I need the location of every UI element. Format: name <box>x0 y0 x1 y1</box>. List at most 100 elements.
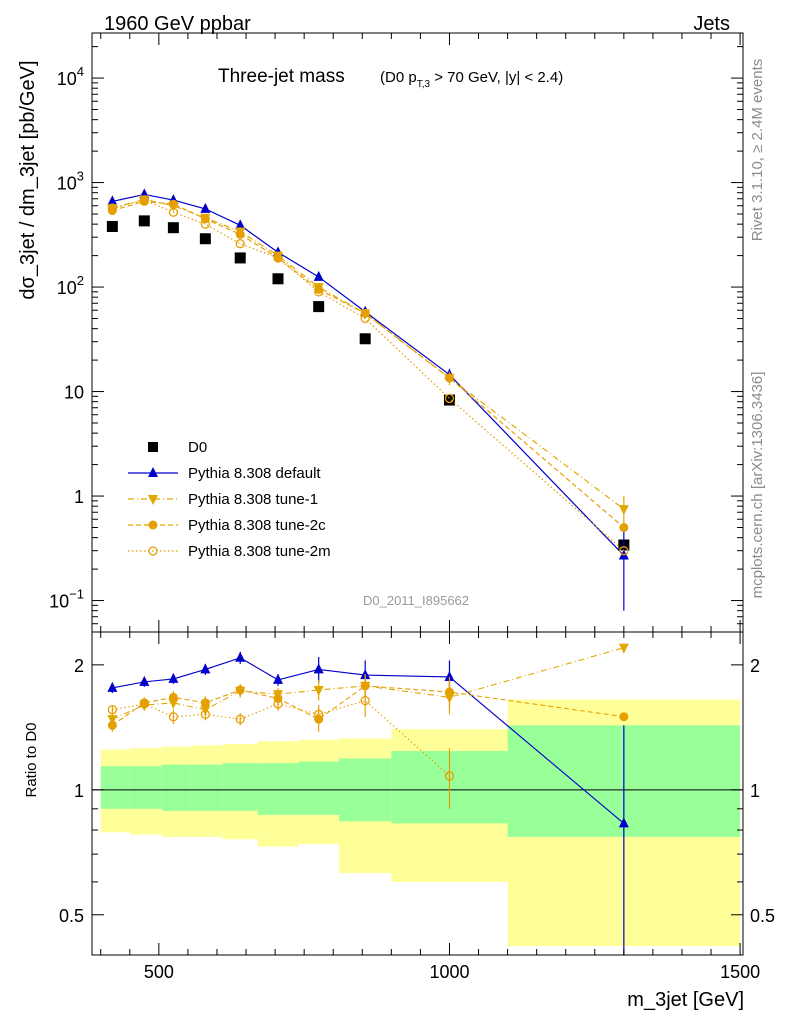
inner-uncertainty-band <box>298 761 340 815</box>
chart-title: Three-jet mass <box>218 66 345 87</box>
marker-circle-filled <box>200 698 210 708</box>
marker-circle-open <box>107 203 117 213</box>
legend: D0 Pythia 8.308 default Pythia 8.308 tune-… <box>128 439 331 560</box>
chart-subtitle: (D0 pT,3 > 70 GeV, |y| < 2.4) <box>380 69 563 90</box>
marker-triangle-up <box>107 681 118 692</box>
series-line <box>112 199 625 552</box>
x-tick-label: 1000 <box>429 962 469 982</box>
subtitle-subscript: T,3 <box>417 79 431 90</box>
series-pythia-8-308-tune-2m <box>107 195 629 556</box>
tick-exponent: −1 <box>69 587 84 602</box>
tick-base: 10 <box>57 69 77 89</box>
legend-label: Pythia 8.308 tune-2m <box>188 543 331 560</box>
data-marker-square <box>148 442 158 452</box>
marker-circle-open <box>139 699 149 709</box>
main-y-tick-label: 10−1 <box>49 587 84 612</box>
marker-circle-open <box>444 393 455 404</box>
tick-base: 10 <box>64 383 84 403</box>
marker-circle-open <box>360 313 370 324</box>
series-line <box>112 200 625 528</box>
series-pythia-8-308-tune-2c <box>107 196 629 533</box>
main-y-tick-label: 103 <box>57 169 84 194</box>
series-d0 <box>106 215 630 551</box>
marker-triangle-up <box>139 675 150 686</box>
data-marker-square <box>313 301 325 313</box>
marker-triangle-down <box>148 495 158 505</box>
ratio-y-tick-label-right: 0.5 <box>750 906 775 926</box>
marker-triangle-down <box>618 643 629 654</box>
inner-uncertainty-band <box>100 766 130 809</box>
ratio-panel-bands <box>92 699 743 947</box>
marker-triangle-up <box>200 202 211 213</box>
marker-triangle-down <box>313 685 324 696</box>
data-marker-square <box>272 273 284 285</box>
marker-triangle-up <box>107 195 118 206</box>
series-pythia-8-308-tune-1 <box>107 195 629 528</box>
marker-triangle-up <box>235 651 246 662</box>
inner-uncertainty-band <box>129 766 162 809</box>
marker-triangle-up <box>313 270 324 281</box>
marker-circle-open <box>200 219 210 229</box>
marker-circle-filled <box>444 687 454 697</box>
legend-label: Pythia 8.308 default <box>188 465 321 482</box>
ratio-series-pythia-8-308-tune-2m <box>107 685 455 809</box>
marker-circle-filled <box>619 712 629 722</box>
marker-circle-open <box>168 207 179 217</box>
inner-uncertainty-band <box>222 763 258 811</box>
legend-entry: Pythia 8.308 tune-2c <box>128 517 326 534</box>
inner-uncertainty-band <box>257 763 299 815</box>
tick-exponent: 2 <box>77 273 84 288</box>
data-marker-square <box>138 215 150 227</box>
x-axis-label: m_3jet [GeV] <box>627 989 744 1011</box>
marker-circle-filled <box>444 373 454 383</box>
marker-circle-filled <box>273 253 283 263</box>
series-line <box>112 193 625 556</box>
marker-circle-open <box>314 287 324 297</box>
analysis-watermark: D0_2011_I895662 <box>363 593 469 608</box>
ratio-y-axis-label: Ratio to D0 <box>23 722 40 797</box>
marker-circle-filled <box>148 520 158 530</box>
ratio-series-line <box>112 657 625 824</box>
data-marker-square <box>199 233 211 245</box>
legend-entry: Pythia 8.308 tune-2m <box>128 543 331 560</box>
legend-entry: Pythia 8.308 default <box>128 465 321 482</box>
main-y-axis-label: dσ_3jet / dm_3jet [pb/GeV] <box>17 60 39 299</box>
main-y-tick-label: 104 <box>57 64 84 89</box>
marker-circle-open <box>360 695 370 706</box>
marker-circle-open <box>200 709 210 719</box>
legend-entry: Pythia 8.308 tune-1 <box>128 491 318 508</box>
data-marker-square <box>234 252 246 264</box>
inner-uncertainty-band <box>161 764 191 811</box>
marker-circle-filled <box>107 720 117 730</box>
marker-triangle-up <box>444 670 455 681</box>
inner-uncertainty-band <box>190 764 223 811</box>
tick-base: 10 <box>49 592 69 612</box>
legend-label: Pythia 8.308 tune-2c <box>188 517 326 534</box>
ratio-panel-frame <box>91 631 744 956</box>
ratio-y-tick-label-right: 2 <box>750 656 760 676</box>
subtitle-text: (D0 pT,3 > 70 GeV, |y| < 2.4) <box>380 69 563 90</box>
marker-circle-open <box>139 195 149 205</box>
marker-triangle-up <box>168 672 179 683</box>
marker-circle-filled <box>107 206 117 216</box>
marker-triangle-up <box>313 663 324 674</box>
marker-circle-open <box>148 546 158 556</box>
x-tick-label: 500 <box>144 962 174 982</box>
marker-circle-open <box>314 709 324 719</box>
marker-triangle-up <box>360 669 371 680</box>
marker-circle-open <box>235 239 245 249</box>
marker-triangle-up <box>235 219 246 230</box>
marker-circle-open <box>273 253 283 263</box>
legend-entry: D0 <box>148 439 207 456</box>
ratio-panel-series <box>107 643 629 955</box>
x-tick-label: 1500 <box>720 962 760 982</box>
ratio-panel-axes: 0.5 0.5 1 1 2 2 500 1000 1500 <box>59 631 775 982</box>
series-line <box>112 198 625 510</box>
tick-exponent: 4 <box>77 64 84 79</box>
marker-triangle-up <box>200 663 211 674</box>
marker-triangle-up <box>618 817 629 828</box>
legend-label: Pythia 8.308 tune-1 <box>188 491 318 508</box>
ratio-series-line <box>112 647 624 720</box>
marker-circle-open <box>619 546 629 556</box>
